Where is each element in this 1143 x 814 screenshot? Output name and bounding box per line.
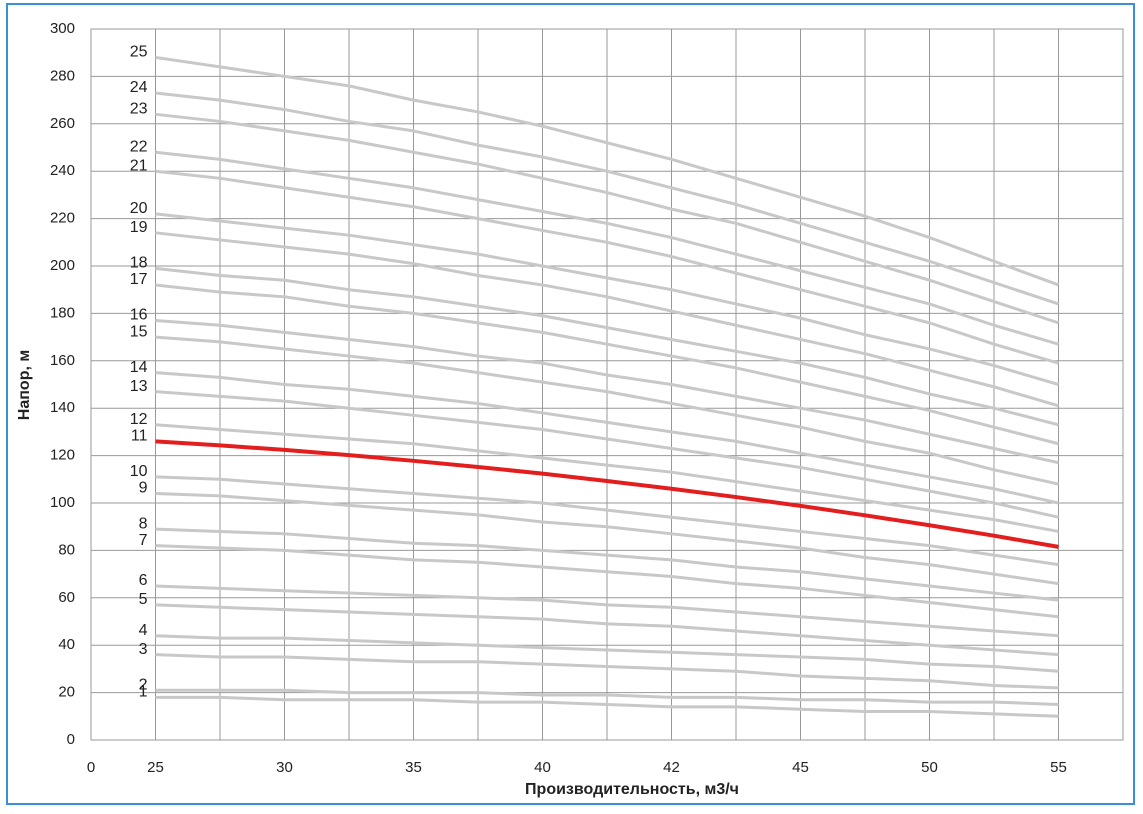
series-label: 13: [130, 378, 148, 395]
curve: [155, 527, 1059, 602]
series-label: 14: [130, 359, 148, 376]
curve: [155, 112, 1059, 325]
curve: [155, 390, 1059, 519]
series-label: 7: [139, 532, 148, 549]
series-label: 2: [139, 676, 148, 693]
curve: [155, 55, 1060, 287]
curve: [155, 169, 1059, 365]
y-tick-label: 200: [50, 257, 75, 274]
series-label: 25: [130, 44, 148, 61]
series-label: 1: [139, 684, 148, 701]
curve: [155, 150, 1059, 346]
x-tick-label: 35: [405, 759, 422, 776]
y-tick-label: 40: [58, 636, 75, 653]
curve: [155, 231, 1059, 408]
x-tick-label: 55: [1050, 759, 1067, 776]
series-label: 6: [139, 572, 148, 589]
y-tick-label: 280: [50, 67, 75, 84]
curve: [155, 603, 1059, 657]
y-axis-title: Напор, м: [16, 350, 33, 420]
series-label: 22: [130, 138, 148, 155]
curve: [155, 688, 1059, 706]
curve: [155, 544, 1059, 619]
y-tick-label: 140: [50, 399, 75, 416]
series-label: 18: [130, 255, 148, 272]
x-axis-title: Производительность, м3/ч: [525, 781, 739, 798]
y-tick-label: 240: [50, 162, 75, 179]
y-tick-label: 300: [50, 20, 75, 37]
x-tick-label: 25: [147, 759, 164, 776]
x-tick-label: 42: [663, 759, 680, 776]
curve: [155, 695, 1059, 718]
curve: [155, 492, 1059, 586]
y-tick-label: 100: [50, 494, 75, 511]
series-label: 21: [130, 157, 148, 174]
curve: [155, 212, 1059, 386]
series-label: 16: [130, 307, 148, 324]
y-tick-label: 80: [58, 541, 75, 558]
series-label: 19: [130, 219, 148, 236]
y-tick-label: 0: [67, 731, 75, 748]
x-tick-label: 45: [792, 759, 809, 776]
curve: [155, 319, 1059, 465]
x-tick-label: 30: [276, 759, 293, 776]
y-tick-label: 60: [58, 589, 75, 606]
series-label: 4: [139, 622, 148, 639]
curve: [155, 653, 1059, 690]
curve: [155, 371, 1059, 505]
x-tick-label: 50: [921, 759, 938, 776]
y-tick-label: 180: [50, 304, 75, 321]
curve: [155, 266, 1059, 427]
curve: [155, 634, 1059, 673]
curve: [155, 91, 1059, 306]
curve: [155, 283, 1059, 446]
series-label: 9: [139, 480, 148, 497]
curve: [155, 439, 1059, 549]
curve: [155, 584, 1059, 638]
series-label: 8: [139, 515, 148, 532]
y-tick-label: 220: [50, 210, 75, 227]
y-tick-label: 260: [50, 115, 75, 132]
x-tick-label: 40: [534, 759, 551, 776]
frame: [6, 3, 1135, 805]
series-label: 24: [130, 79, 148, 96]
series-label: 12: [130, 411, 148, 428]
y-tick-label: 160: [50, 352, 75, 369]
series-label: 23: [130, 101, 148, 118]
series-label: 3: [139, 641, 148, 658]
series-label: 10: [130, 463, 148, 480]
curve: [155, 335, 1059, 486]
series-label: 5: [139, 591, 148, 608]
series-label: 17: [130, 271, 148, 288]
curve: [155, 475, 1059, 567]
y-tick-label: 20: [58, 684, 75, 701]
series-label: 11: [131, 428, 148, 445]
series-label: 15: [130, 323, 148, 340]
curve: [155, 423, 1059, 533]
series-label: 20: [130, 200, 148, 217]
x-tick-label: 0: [87, 759, 95, 776]
y-tick-label: 120: [50, 447, 75, 464]
